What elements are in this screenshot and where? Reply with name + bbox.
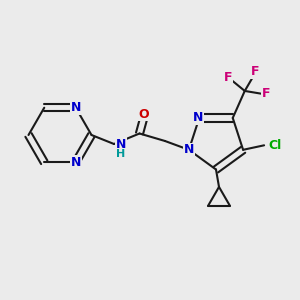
Text: N: N [70, 101, 81, 114]
Text: H: H [116, 149, 125, 160]
Text: F: F [251, 65, 260, 78]
Text: F: F [262, 87, 270, 101]
Text: N: N [70, 156, 81, 169]
Text: N: N [184, 143, 194, 156]
Text: O: O [139, 107, 149, 121]
Text: F: F [224, 71, 232, 84]
Text: N: N [193, 111, 203, 124]
Text: Cl: Cl [268, 139, 282, 152]
Text: N: N [116, 137, 127, 151]
